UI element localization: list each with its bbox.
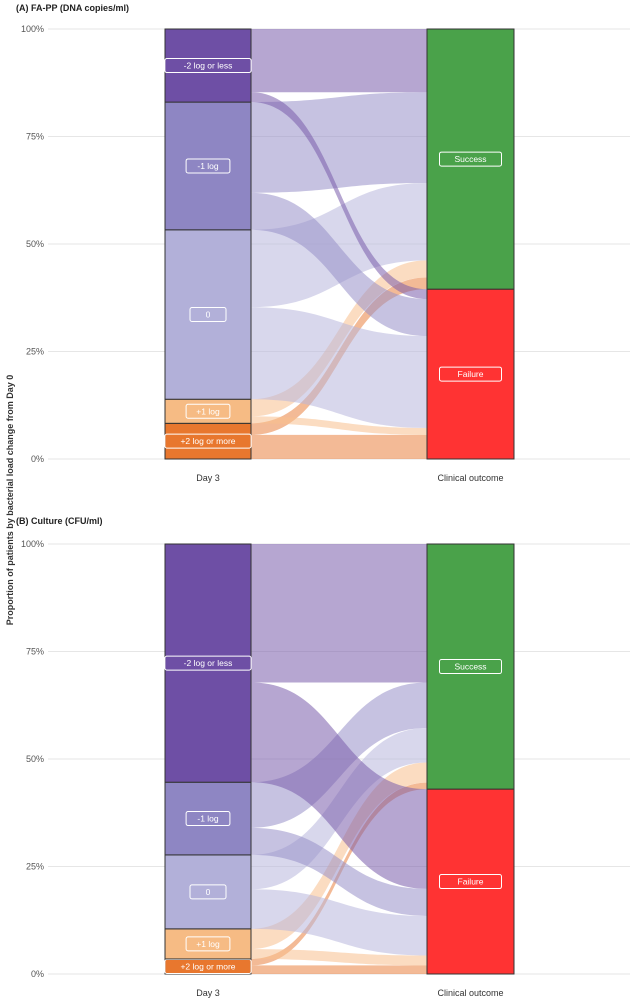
- y-tick-label: 0%: [31, 969, 44, 979]
- outcome-failure: [426, 788, 515, 975]
- stratum-label: -2 log or less: [184, 61, 233, 71]
- y-tick-label: 25%: [26, 347, 44, 357]
- x-axis-label-day3: Day 3: [196, 988, 220, 998]
- stratum-label: 0: [206, 310, 211, 320]
- y-tick-label: 100%: [21, 539, 44, 549]
- stratum-label-box: [185, 158, 231, 174]
- stratum-label: +2 log or more: [180, 961, 235, 971]
- y-tick-label: 25%: [26, 862, 44, 872]
- outcome-label-box: [439, 874, 502, 890]
- y-tick-label: 75%: [26, 647, 44, 657]
- stratum-label-box: [189, 307, 227, 323]
- x-axis-label-outcome: Clinical outcome: [437, 473, 503, 483]
- outcome-label: Success: [454, 154, 486, 164]
- stratum-0: [164, 854, 252, 930]
- flows-group: [251, 29, 427, 459]
- outcome-label: Success: [454, 662, 486, 672]
- stratum-label-box: [164, 58, 252, 74]
- stratum-label: +2 log or more: [180, 436, 235, 446]
- stratum-label: +1 log: [196, 939, 220, 949]
- stratum-label: 0: [206, 887, 211, 897]
- stratum-label-box: [185, 403, 231, 419]
- outcome-success: [426, 543, 515, 790]
- x-axis-label-outcome: Clinical outcome: [437, 988, 503, 998]
- stratum-label: -2 log or less: [184, 658, 233, 668]
- stratum-label-box: [164, 655, 252, 671]
- stratum-minus-2-log-or-less: [164, 543, 252, 783]
- y-tick-label: 100%: [21, 24, 44, 34]
- x-axis-label-day3: Day 3: [196, 473, 220, 483]
- stratum-label: +1 log: [196, 406, 220, 416]
- outcome-success: [426, 28, 515, 290]
- flow-0-to-failure: [251, 889, 427, 956]
- outcome-label-box: [439, 366, 502, 382]
- stratum-label-box: [164, 433, 252, 449]
- flow-minus-2-log-or-less-to-failure: [251, 92, 427, 300]
- stratum-label: -1 log: [197, 161, 219, 171]
- outcome-label-box: [439, 151, 502, 167]
- y-tick-label: 75%: [26, 132, 44, 142]
- stratum-label-box: [189, 884, 227, 900]
- y-tick-label: 0%: [31, 454, 44, 464]
- outcome-label: Failure: [458, 369, 484, 379]
- flow-0-to-success: [251, 182, 427, 308]
- flow-plusminus-1-log-to-failure: [251, 949, 427, 966]
- flow-minus-2-log-or-less-to-success: [251, 29, 427, 93]
- flow-plusminus-2-log-or-more-to-failure: [251, 965, 427, 974]
- outcome-failure: [426, 288, 515, 460]
- stratum-label-box: [164, 958, 252, 974]
- panel-title: (A) FA-PP (DNA copies/ml): [16, 3, 129, 13]
- stratum-label-box: [185, 811, 231, 827]
- stratum-minus-1-log: [164, 101, 252, 231]
- outcome-label: Failure: [458, 877, 484, 887]
- stratum-plusminus-1-log: [164, 928, 252, 960]
- y-axis-title: Proportion of patients by bacterial load…: [5, 375, 15, 626]
- flows-group: [251, 544, 427, 974]
- y-tick-label: 50%: [26, 754, 44, 764]
- stratum-0: [164, 229, 252, 400]
- stratum-minus-1-log: [164, 781, 252, 856]
- flow-plusminus-1-log-to-failure: [251, 416, 427, 435]
- stratum-plusminus-1-log: [164, 398, 252, 424]
- flow-minus-2-log-or-less-to-success: [251, 544, 427, 683]
- flow-minus-1-log-to-failure: [251, 827, 427, 916]
- stratum-label: -1 log: [197, 814, 219, 824]
- panel-a: (A) FA-PP (DNA copies/ml) 0% 25% 50% 75% 100%…: [16, 3, 630, 483]
- flow-minus-1-log-to-failure: [251, 192, 427, 337]
- y-tick-label: 50%: [26, 239, 44, 249]
- flow-minus-2-log-or-less-to-failure: [251, 682, 427, 889]
- flow-0-to-failure: [251, 307, 427, 429]
- outcome-label-box: [439, 659, 502, 675]
- stratum-minus-2-log-or-less: [164, 28, 252, 103]
- flow-plusminus-2-log-or-more-to-failure: [251, 434, 427, 459]
- stratum-label-box: [185, 936, 231, 952]
- flow-plusminus-1-log-to-success: [251, 762, 427, 950]
- panel-b: (B) Culture (CFU/ml) 0% 25% 50% 75% 100% +2 lo…: [16, 516, 630, 998]
- panel-title: (B) Culture (CFU/ml): [16, 516, 103, 526]
